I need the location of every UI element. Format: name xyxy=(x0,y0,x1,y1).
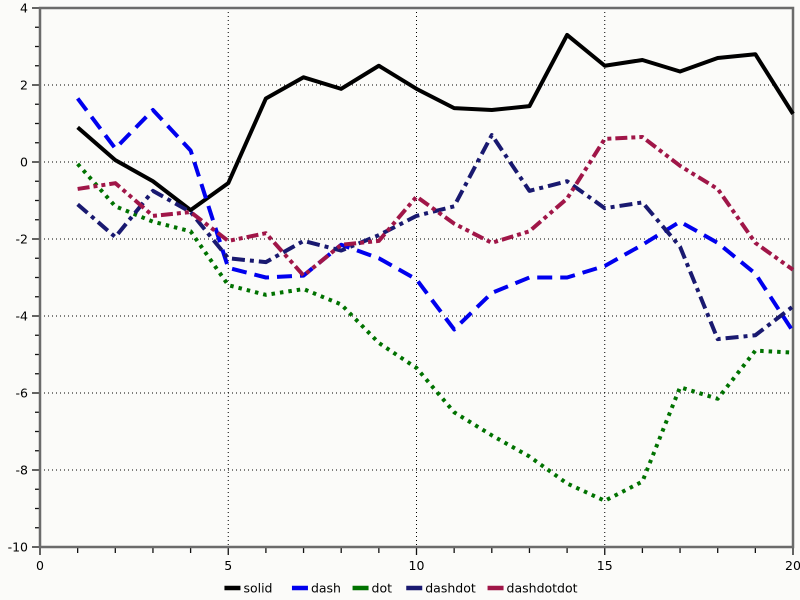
legend-label-dashdot: dashdot xyxy=(425,581,476,596)
plot-frame xyxy=(38,6,795,549)
legend-item-dot: dot xyxy=(352,581,393,596)
legend-label-solid: solid xyxy=(243,581,272,596)
legend-item-dashdot: dashdot xyxy=(406,581,476,596)
x-tick-label: 0 xyxy=(36,558,44,573)
series-line-solid xyxy=(76,32,795,213)
legend-item-dashdotdot: dashdotdot xyxy=(487,581,578,596)
series-line-dot xyxy=(76,162,794,503)
y-tick-label: -2 xyxy=(16,232,28,247)
x-tick-label: 5 xyxy=(224,558,232,573)
y-tick-label: -10 xyxy=(8,540,28,555)
y-tick-label: -8 xyxy=(16,463,29,478)
y-tick-label: 4 xyxy=(20,1,28,16)
x-tick-label: 15 xyxy=(597,558,613,573)
series-line-dashdot xyxy=(76,133,795,342)
legend-label-dash: dash xyxy=(311,581,341,596)
y-tick-label: -4 xyxy=(16,309,29,324)
y-tick-label: 2 xyxy=(20,78,28,93)
legend-item-dash: dash xyxy=(291,581,341,596)
series-line-dash xyxy=(76,97,795,333)
legend-label-dashdotdot: dashdotdot xyxy=(507,581,578,596)
y-tick-label: -6 xyxy=(16,386,29,401)
y-tick-label: 0 xyxy=(20,155,28,170)
x-tick-label: 20 xyxy=(785,558,800,573)
x-tick-label: 10 xyxy=(409,558,425,573)
series-line-dashdotdot xyxy=(77,134,795,278)
legend-item-solid: solid xyxy=(224,581,272,596)
legend-label-dot: dot xyxy=(372,581,393,596)
